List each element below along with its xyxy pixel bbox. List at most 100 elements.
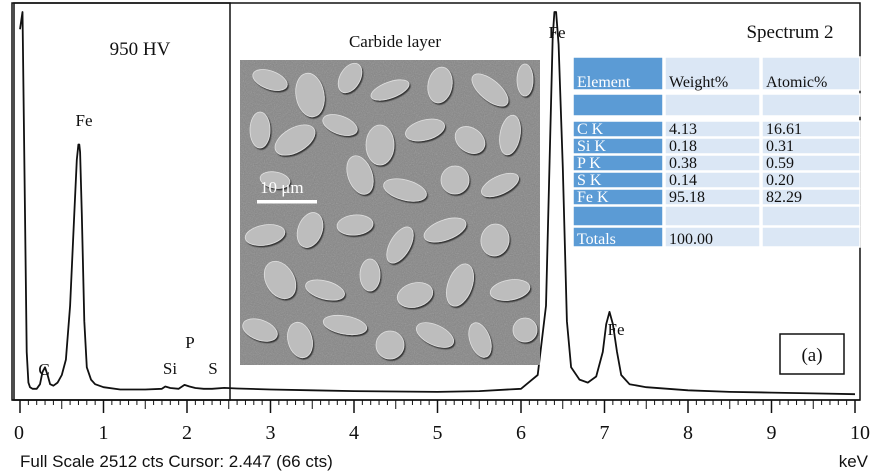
carbide-particle bbox=[337, 62, 363, 94]
table-row-text: 4.13 bbox=[669, 121, 697, 138]
carbide-particle bbox=[471, 73, 509, 107]
carbide-particle bbox=[296, 212, 324, 248]
table-row-cell bbox=[761, 226, 861, 248]
table-row-cell bbox=[761, 171, 861, 189]
carbide-particle bbox=[405, 118, 445, 142]
table-row-cell bbox=[664, 171, 761, 189]
carbide-particles bbox=[242, 62, 538, 360]
table-row-cell bbox=[664, 188, 761, 206]
peak-label-p: P bbox=[185, 333, 194, 352]
carbide-particle bbox=[396, 282, 434, 308]
table-row-text: 0.20 bbox=[766, 172, 794, 189]
table-row-cell bbox=[761, 188, 861, 206]
peak-label-fe-l: Fe bbox=[76, 111, 93, 130]
x-tick-label: 6 bbox=[516, 422, 526, 444]
x-tick-label: 2 bbox=[182, 422, 192, 444]
carbide-particle bbox=[274, 124, 316, 156]
carbide-particle bbox=[468, 322, 492, 358]
table-row-text: Totals bbox=[577, 231, 616, 248]
table-row-cell bbox=[572, 171, 664, 189]
x-tick-label: 8 bbox=[683, 422, 693, 444]
table-header-text: Weight% bbox=[669, 74, 728, 91]
table-row-cell bbox=[572, 226, 664, 248]
carbide-particle bbox=[480, 223, 510, 257]
composition-table: Element Weight% Atomic% C K 4.13 16.61 Si K 0.1… bbox=[572, 56, 861, 248]
table-row-text: Si K bbox=[577, 138, 606, 155]
peak-label-fe-kb: Fe bbox=[608, 320, 625, 339]
panel-label: (a) bbox=[801, 345, 822, 366]
peak-label-fe-ka: Fe bbox=[549, 23, 566, 42]
panel-label-box bbox=[779, 333, 845, 375]
carbide-particle bbox=[499, 114, 521, 156]
carbide-particle bbox=[249, 111, 271, 149]
peak-label-c: C bbox=[38, 360, 49, 379]
x-tick-label: 0 bbox=[14, 422, 24, 444]
table-row-cell bbox=[572, 137, 664, 155]
carbide-particle bbox=[346, 155, 374, 195]
carbide-particle bbox=[305, 279, 345, 301]
peak-label-s: S bbox=[208, 359, 217, 378]
x-axis-unit: keV bbox=[839, 452, 869, 471]
carbide-particle bbox=[375, 330, 405, 360]
spectrum-label: Spectrum 2 bbox=[746, 22, 833, 43]
carbide-particle bbox=[295, 72, 325, 118]
carbide-particle bbox=[322, 114, 358, 136]
inset-title: Carbide layer bbox=[349, 32, 441, 51]
carbide-particle bbox=[287, 321, 313, 359]
x-tick-label: 1 bbox=[99, 422, 109, 444]
table-row-text: 0.18 bbox=[669, 138, 697, 155]
x-tick-label: 7 bbox=[600, 422, 610, 444]
sem-micrograph: 10 μm bbox=[240, 60, 540, 365]
table-row-text: C K bbox=[577, 121, 604, 138]
spectrum-line bbox=[19, 11, 856, 396]
carbide-particle bbox=[489, 279, 531, 301]
table-row-text: S K bbox=[577, 172, 602, 189]
table-row-text: Fe K bbox=[577, 189, 609, 206]
peak-label-si: Si bbox=[163, 359, 177, 378]
table-row-cell bbox=[761, 120, 861, 138]
table-row-cell bbox=[761, 93, 861, 117]
table-row-cell bbox=[761, 137, 861, 155]
table-row-cell bbox=[761, 205, 861, 227]
scale-bar bbox=[257, 200, 317, 204]
carbide-particle bbox=[242, 318, 278, 342]
carbide-particle bbox=[359, 258, 381, 292]
x-tick-label: 5 bbox=[433, 422, 443, 444]
carbide-particle bbox=[386, 226, 414, 264]
x-tick-label: 3 bbox=[266, 422, 276, 444]
carbide-particle bbox=[415, 322, 455, 348]
table-row-cell bbox=[761, 154, 861, 172]
table-row-cell bbox=[572, 154, 664, 172]
table-row-cell bbox=[664, 93, 761, 117]
table-row-text: 0.14 bbox=[669, 172, 697, 189]
table-row-text: P K bbox=[577, 155, 601, 172]
carbide-particle bbox=[423, 217, 467, 243]
table-row-cell bbox=[572, 120, 664, 138]
table-row-cell bbox=[664, 120, 761, 138]
table-row-text: 100.00 bbox=[669, 231, 713, 248]
table-row-cell bbox=[664, 226, 761, 248]
x-tick-label: 9 bbox=[767, 422, 777, 444]
table-row-cell bbox=[664, 205, 761, 227]
x-tick-label: 10 bbox=[850, 422, 870, 444]
carbide-particle bbox=[244, 224, 286, 246]
table-row-cell bbox=[572, 93, 664, 117]
carbide-particle bbox=[440, 165, 470, 195]
table-row-text: 0.31 bbox=[766, 138, 794, 155]
table-header-cell bbox=[572, 56, 664, 91]
carbide-particle bbox=[252, 69, 288, 91]
table-header-cell bbox=[664, 56, 761, 91]
footer-status: Full Scale 2512 cts Cursor: 2.447 (66 ct… bbox=[20, 452, 333, 471]
carbide-particle bbox=[516, 63, 534, 97]
carbide-particle bbox=[481, 172, 519, 198]
carbide-particle bbox=[427, 66, 453, 104]
carbide-particle bbox=[383, 178, 427, 202]
table-header-cell bbox=[761, 56, 861, 91]
table-row-text: 95.18 bbox=[669, 189, 705, 206]
carbide-particle bbox=[259, 171, 291, 189]
carbide-particle bbox=[336, 214, 374, 236]
table-row-text: 0.38 bbox=[669, 155, 697, 172]
table-row-cell bbox=[572, 188, 664, 206]
scale-bar-label: 10 μm bbox=[260, 178, 304, 197]
carbide-particle bbox=[370, 79, 410, 101]
